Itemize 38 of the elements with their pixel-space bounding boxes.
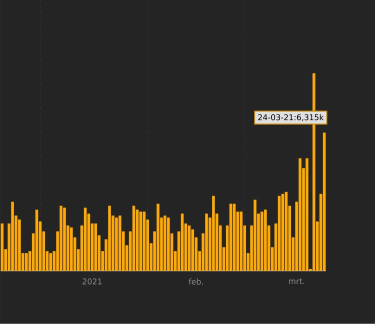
bar: [60, 206, 62, 271]
bar: [115, 218, 118, 271]
bar: [136, 210, 139, 271]
bar: [139, 212, 142, 271]
bar: [164, 216, 166, 271]
bar: [306, 158, 308, 271]
bar: [108, 206, 111, 271]
bar: [156, 204, 160, 271]
bar: [70, 228, 73, 271]
bar: [212, 196, 215, 271]
bar: [118, 216, 122, 271]
bar: [0, 224, 4, 271]
bar: [132, 206, 136, 271]
bar: [63, 208, 66, 271]
bar: [25, 253, 28, 271]
bar: [188, 226, 191, 271]
bar: [254, 200, 256, 271]
bar: [84, 208, 87, 271]
bar: [281, 194, 284, 271]
bar: [18, 220, 21, 271]
bar: [284, 192, 288, 271]
bar: [264, 210, 267, 271]
bar: [229, 204, 232, 271]
bar: [94, 224, 98, 271]
bar: [49, 253, 52, 271]
bar: [142, 212, 146, 271]
bar: [191, 229, 194, 271]
bar: [180, 214, 184, 271]
bar: [322, 132, 326, 271]
bar: [11, 202, 14, 271]
bar: [260, 212, 264, 271]
bar: [35, 210, 38, 271]
bar: [205, 214, 208, 271]
bar: [232, 204, 236, 271]
bar: [298, 158, 302, 271]
bar: [240, 212, 243, 271]
bar: [278, 196, 281, 271]
bar: [167, 218, 170, 271]
